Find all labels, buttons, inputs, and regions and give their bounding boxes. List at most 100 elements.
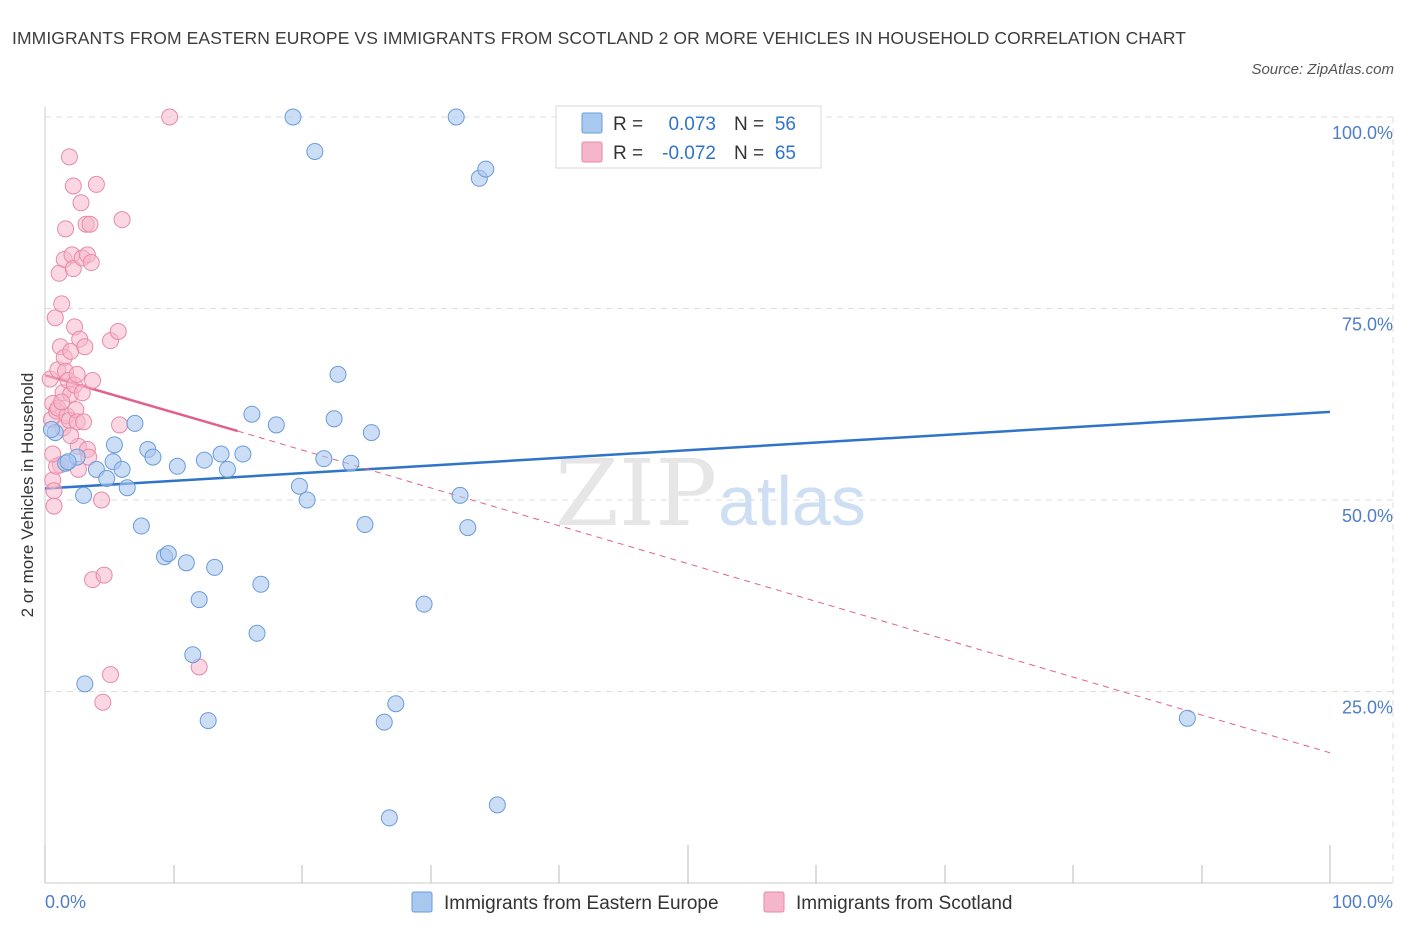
eastern-europe-point: [248, 624, 266, 642]
eastern-europe-point: [42, 421, 60, 439]
eastern-europe-point: [315, 450, 333, 468]
stats-n-value-pink: 65: [775, 143, 796, 164]
scotland-point: [109, 322, 127, 340]
trend-line-eastern-europe: [44, 410, 1331, 490]
eastern-europe-point: [325, 410, 343, 428]
stats-n-value-blue: 56: [775, 114, 796, 135]
stats-r-value-pink: -0.072: [662, 143, 716, 164]
eastern-europe-point: [252, 575, 270, 593]
legend-label-scotland: Immigrants from Scotland: [796, 893, 1012, 914]
scotland-point: [46, 309, 64, 327]
scotland-point: [161, 108, 179, 126]
scotland-point: [62, 427, 80, 445]
scotland-point: [64, 177, 82, 195]
stats-r-label-pink: R =: [613, 143, 643, 164]
eastern-europe-point: [477, 160, 495, 178]
eastern-europe-point: [132, 517, 150, 535]
scotland-point: [73, 384, 91, 402]
eastern-europe-point: [75, 486, 93, 504]
eastern-europe-point: [177, 554, 195, 572]
y-tick-label: 100.0%: [1332, 123, 1393, 143]
eastern-europe-point: [184, 646, 202, 664]
scotland-point: [113, 211, 131, 229]
y-tick-labels: 100.0% 75.0% 50.0% 25.0%: [1332, 123, 1393, 718]
eastern-europe-point: [98, 470, 116, 488]
scotland-point: [45, 482, 63, 500]
scotland-point: [57, 220, 75, 238]
scotland-point: [45, 497, 63, 515]
watermark-zip: ZIP: [555, 440, 717, 547]
stats-swatch-blue: [581, 112, 603, 134]
eastern-europe-point: [447, 108, 465, 126]
eastern-europe-point: [356, 516, 374, 534]
source-label: Source: ZipAtlas.com: [1251, 61, 1394, 78]
stats-r-label-blue: R =: [613, 114, 643, 135]
legend-swatch-scotland: [763, 891, 785, 913]
eastern-europe-point: [126, 414, 144, 432]
eastern-europe-point: [59, 453, 77, 471]
eastern-europe-point: [190, 591, 208, 609]
scotland-point: [68, 365, 86, 383]
eastern-europe-point: [380, 809, 398, 827]
scotland-point: [84, 372, 102, 390]
eastern-europe-points: [42, 108, 1196, 827]
eastern-europe-point: [290, 477, 308, 495]
scotland-point: [95, 566, 113, 584]
scotland-point: [102, 666, 120, 684]
stats-box: R = 0.073 N = 56 R = -0.072 N = 65: [555, 105, 822, 169]
scotland-point: [72, 194, 90, 212]
eastern-europe-point: [206, 558, 224, 576]
scotland-point: [93, 491, 111, 509]
scotland-point: [87, 175, 105, 193]
eastern-europe-point: [195, 451, 213, 469]
eastern-europe-point: [1178, 709, 1196, 727]
trend-lines: [44, 373, 1331, 754]
watermark: ZIP atlas: [555, 440, 866, 547]
x-tick-label-max: 100.0%: [1332, 892, 1393, 912]
scotland-point: [53, 295, 71, 313]
watermark-atlas: atlas: [718, 462, 866, 540]
eastern-europe-point: [76, 675, 94, 693]
eastern-europe-point: [451, 486, 469, 504]
eastern-europe-point: [459, 519, 477, 537]
axes: [44, 107, 1393, 884]
stats-swatch-pink: [581, 141, 603, 163]
stats-n-label-blue: N =: [734, 114, 764, 135]
scotland-point: [81, 215, 99, 233]
eastern-europe-point: [267, 416, 285, 434]
scotland-point: [111, 416, 129, 434]
y-tick-label: 50.0%: [1342, 506, 1393, 526]
scotland-point: [76, 338, 94, 356]
y-tick-label: 75.0%: [1342, 315, 1393, 335]
eastern-europe-point: [342, 454, 360, 472]
eastern-europe-point: [234, 445, 252, 463]
eastern-europe-point: [243, 405, 261, 423]
scotland-point: [75, 413, 93, 431]
scotland-point: [44, 445, 62, 463]
eastern-europe-point: [159, 545, 177, 563]
eastern-europe-point: [168, 457, 186, 475]
scotland-point: [60, 148, 78, 166]
eastern-europe-point: [298, 491, 316, 509]
eastern-europe-point: [284, 108, 302, 126]
eastern-europe-point: [488, 796, 506, 814]
eastern-europe-point: [218, 460, 236, 478]
stats-n-label-pink: N =: [734, 143, 764, 164]
eastern-europe-point: [144, 448, 162, 466]
eastern-europe-point: [362, 424, 380, 442]
eastern-europe-point: [387, 695, 405, 713]
eastern-europe-point: [306, 142, 324, 160]
eastern-europe-point: [375, 713, 393, 731]
chart-title: IMMIGRANTS FROM EASTERN EUROPE VS IMMIGR…: [12, 28, 1187, 48]
eastern-europe-point: [113, 460, 131, 478]
eastern-europe-point: [105, 436, 123, 454]
eastern-europe-point: [118, 479, 136, 497]
x-tick-label-min: 0.0%: [45, 892, 86, 912]
legend-label-eastern-europe: Immigrants from Eastern Europe: [444, 893, 719, 914]
y-tick-label: 25.0%: [1342, 698, 1393, 718]
legend-swatch-eastern-europe: [411, 891, 433, 913]
legend: Immigrants from Eastern Europe Immigrant…: [411, 891, 1012, 914]
y-axis-label: 2 or more Vehicles in Household: [18, 373, 37, 618]
